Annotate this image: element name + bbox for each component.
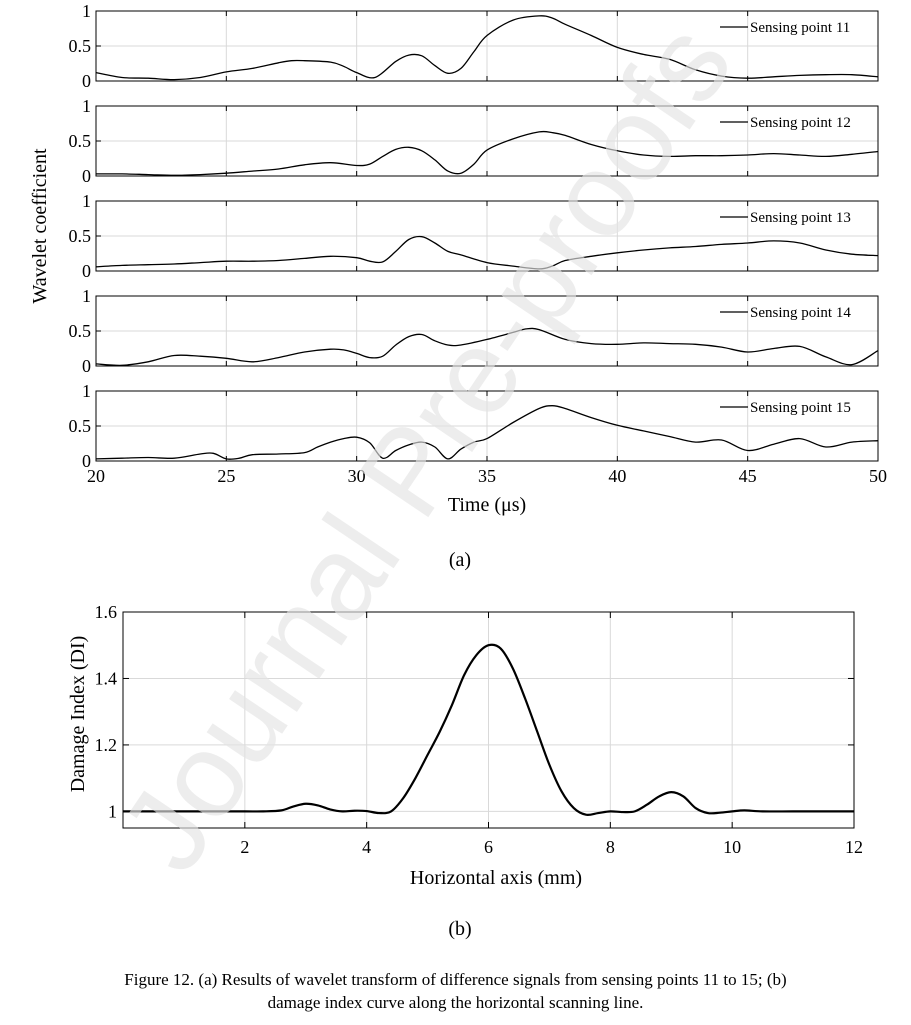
y-tick-label: 1 xyxy=(82,1,91,21)
legend-label: Sensing point 12 xyxy=(750,115,851,131)
x-tick-label: 8 xyxy=(606,837,615,857)
y-tick-label: 0 xyxy=(82,451,91,471)
panel-frame xyxy=(95,10,879,82)
y-tick-label: 1 xyxy=(82,381,91,401)
damage-index-chart: 2 4 6 8 10 12 1 1.2 1.4 1.6 xyxy=(95,602,864,857)
legend-label: Sensing point 15 xyxy=(750,400,851,416)
wavelet-x-axis-label: Time (μs) xyxy=(448,494,526,516)
caption-line-1: Figure 12. (a) Results of wavelet transf… xyxy=(124,970,787,989)
panel-frame xyxy=(95,295,879,367)
x-tick-label: 45 xyxy=(739,466,757,486)
series-line xyxy=(95,405,879,460)
figure-b-label: (b) xyxy=(448,918,471,940)
damage-index-line xyxy=(123,643,854,816)
wavelet-panel: 0 0.5 1 Sensing point 11 xyxy=(69,1,879,91)
y-tick-label: 0 xyxy=(82,356,91,376)
damage-index-x-axis-label: Horizontal axis (mm) xyxy=(410,867,582,889)
x-tick-label: 40 xyxy=(608,466,626,486)
x-tick-label: 12 xyxy=(845,837,863,857)
x-tick-label: 2 xyxy=(240,837,249,857)
x-tick-label: 6 xyxy=(484,837,493,857)
figure-a-label: (a) xyxy=(449,549,471,571)
wavelet-y-axis-label: Wavelet coefficient xyxy=(29,148,51,304)
x-tick-label: 50 xyxy=(869,466,887,486)
panel-frame xyxy=(95,390,879,462)
y-tick-label: 0.5 xyxy=(69,321,92,341)
y-tick-label: 1.2 xyxy=(95,735,118,755)
x-tick-label: 35 xyxy=(478,466,496,486)
y-tick-label: 1.4 xyxy=(95,668,118,688)
y-tick-label: 0.5 xyxy=(69,416,92,436)
wavelet-panels: 0 0.5 1 Sensing point 11 0 0.5 1 Sensing point … xyxy=(69,1,888,486)
wavelet-panel: 0 0.5 1 Sensing point 15 20 25 30 35 40 45 50 xyxy=(69,381,888,486)
damage-index-y-axis-label: Damage Index (DI) xyxy=(67,636,89,793)
y-tick-label: 1 xyxy=(82,286,91,306)
plot-frame xyxy=(122,611,855,829)
y-tick-label: 1.6 xyxy=(95,602,118,622)
y-tick-label: 0.5 xyxy=(69,226,92,246)
series-line xyxy=(95,327,879,366)
x-tick-label: 20 xyxy=(87,466,105,486)
x-tick-label: 25 xyxy=(217,466,235,486)
x-tick-label: 10 xyxy=(723,837,741,857)
legend-label: Sensing point 11 xyxy=(750,20,850,36)
legend-label: Sensing point 14 xyxy=(750,305,851,321)
y-tick-label: 0 xyxy=(82,166,91,186)
y-tick-label: 0.5 xyxy=(69,36,92,56)
y-tick-label: 1 xyxy=(108,801,117,821)
x-tick-label: 4 xyxy=(362,837,371,857)
figure-caption: Figure 12. (a) Results of wavelet transf… xyxy=(0,968,911,1014)
y-tick-label: 0.5 xyxy=(69,131,92,151)
y-tick-label: 1 xyxy=(82,191,91,211)
caption-line-2: damage index curve along the horizontal … xyxy=(267,993,644,1012)
panel-frame xyxy=(95,105,879,177)
y-tick-label: 0 xyxy=(82,71,91,91)
series-line xyxy=(95,15,879,81)
panel-frame xyxy=(95,200,879,272)
wavelet-panel: 0 0.5 1 Sensing point 13 xyxy=(69,191,879,281)
wavelet-panel: 0 0.5 1 Sensing point 14 xyxy=(69,286,879,376)
series-line xyxy=(95,130,879,176)
wavelet-panel: 0 0.5 1 Sensing point 12 xyxy=(69,96,879,186)
legend-label: Sensing point 13 xyxy=(750,210,851,226)
y-tick-label: 0 xyxy=(82,261,91,281)
y-tick-label: 1 xyxy=(82,96,91,116)
series-line xyxy=(95,235,879,270)
x-tick-label: 30 xyxy=(348,466,366,486)
